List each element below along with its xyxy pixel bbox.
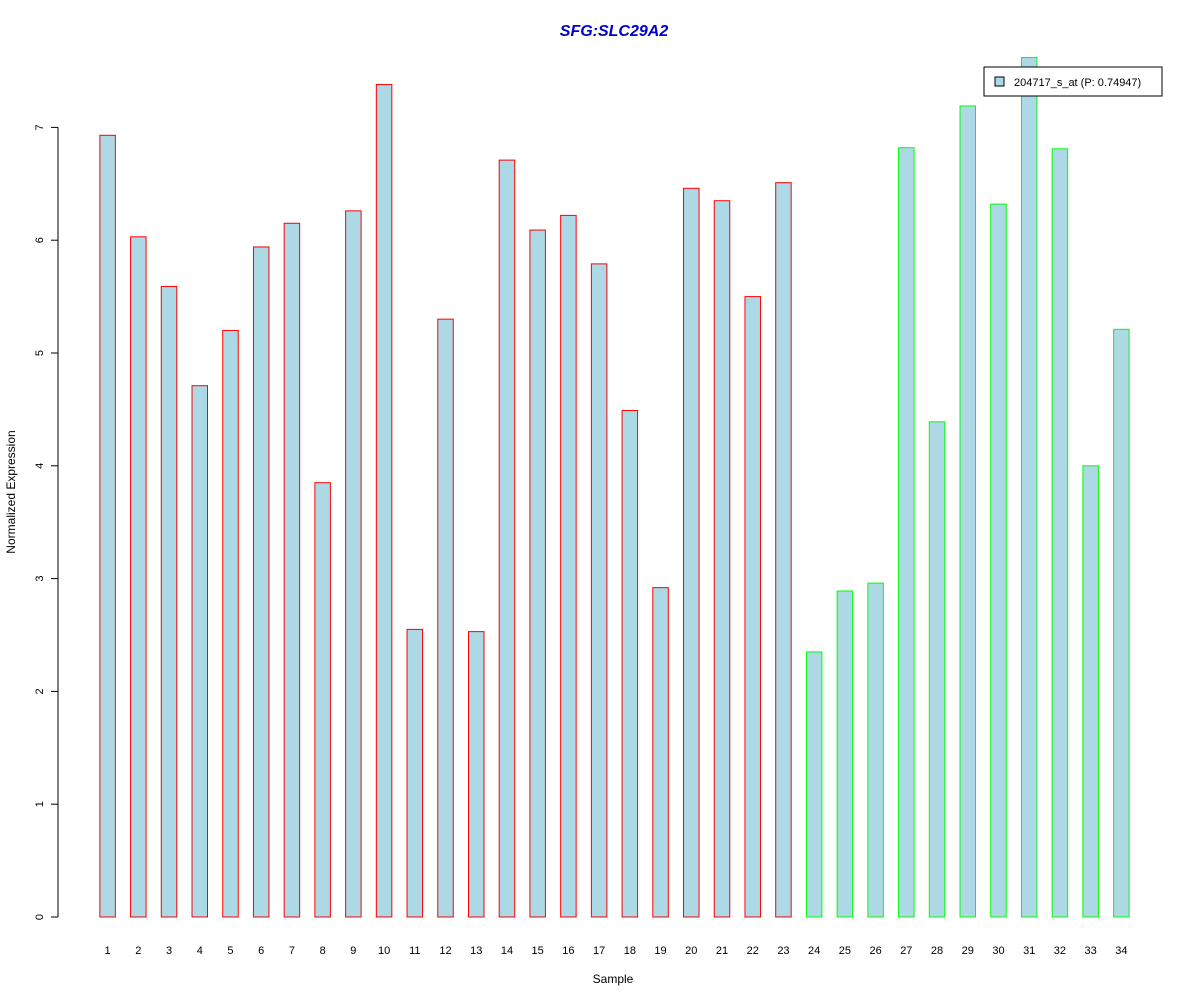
x-tick-label: 33 <box>1085 945 1097 957</box>
bar <box>283 222 301 918</box>
bar <box>1082 465 1099 918</box>
bar <box>805 651 823 918</box>
bar <box>775 182 792 918</box>
x-tick-label: 13 <box>470 945 482 957</box>
x-tick-label: 29 <box>962 945 974 957</box>
bar <box>222 329 239 918</box>
bar <box>867 582 884 918</box>
bar <box>498 159 516 918</box>
x-tick-label: 9 <box>350 945 356 957</box>
x-tick-label: 25 <box>839 945 851 957</box>
x-tick-label: 15 <box>532 945 544 957</box>
bar <box>437 318 454 918</box>
x-tick-label: 20 <box>685 945 697 957</box>
y-tick-label: 2 <box>34 688 46 694</box>
x-tick-label: 10 <box>378 945 390 957</box>
x-tick-label: 17 <box>593 945 605 957</box>
bar <box>467 631 485 918</box>
y-axis: 0 1 2 3 4 5 6 7 <box>34 124 59 920</box>
y-tick-label: 3 <box>34 576 46 582</box>
bar <box>1020 56 1038 918</box>
y-tick-label: 0 <box>34 914 46 920</box>
x-tick-label: 12 <box>439 945 451 957</box>
bar <box>713 200 731 918</box>
bar <box>345 210 362 918</box>
x-tick-label: 16 <box>562 945 574 957</box>
x-tick-label: 6 <box>258 945 264 957</box>
y-tick-label: 5 <box>34 350 46 356</box>
y-tick-label: 6 <box>34 237 46 243</box>
bar <box>252 246 270 918</box>
x-tick-label: 26 <box>869 945 881 957</box>
bar <box>529 229 546 918</box>
x-tick-label: 32 <box>1054 945 1066 957</box>
legend-swatch <box>994 76 1005 87</box>
bar <box>836 590 854 918</box>
bar <box>314 482 331 918</box>
x-tick-label: 28 <box>931 945 943 957</box>
bar <box>99 134 116 918</box>
x-axis-tick-labels: 1 2 3 4 5 6 7 8 9 10 11 12 13 14 15 16 17 18 19 20 21 22 23 24 2… <box>105 945 1128 957</box>
bar <box>990 203 1007 918</box>
bar <box>160 285 178 918</box>
bar <box>928 421 946 918</box>
x-tick-label: 22 <box>747 945 759 957</box>
x-tick-label: 18 <box>624 945 636 957</box>
x-tick-label: 5 <box>227 945 233 957</box>
x-tick-label: 31 <box>1023 945 1035 957</box>
bar <box>406 628 424 918</box>
x-tick-label: 19 <box>654 945 666 957</box>
x-tick-label: 4 <box>197 945 203 957</box>
bar <box>621 410 639 918</box>
x-tick-label: 8 <box>320 945 326 957</box>
bars <box>99 56 1130 918</box>
x-tick-label: 11 <box>409 945 420 957</box>
bar <box>683 187 700 918</box>
x-tick-label: 30 <box>992 945 1004 957</box>
x-tick-label: 3 <box>166 945 172 957</box>
y-tick-label: 4 <box>34 463 46 469</box>
x-tick-label: 24 <box>808 945 820 957</box>
chart-title: SFG:SLC29A2 <box>560 23 669 40</box>
bar <box>130 236 147 918</box>
x-tick-label: 21 <box>716 945 728 957</box>
x-tick-label: 7 <box>289 945 295 957</box>
bar <box>1051 148 1069 918</box>
y-axis-title: Normalized Expression <box>4 430 18 553</box>
x-tick-label: 1 <box>105 945 111 957</box>
x-tick-label: 34 <box>1115 945 1127 957</box>
x-axis-title: Sample <box>593 972 634 986</box>
bar <box>959 105 977 918</box>
bar <box>375 84 393 918</box>
legend: 204717_s_at (P: 0.74947) <box>983 66 1163 97</box>
bar <box>191 385 209 918</box>
bar <box>590 263 608 918</box>
bar <box>898 147 915 918</box>
x-tick-label: 2 <box>135 945 141 957</box>
x-tick-label: 23 <box>777 945 789 957</box>
bar <box>1113 328 1130 918</box>
bar <box>560 214 577 918</box>
bar <box>652 587 669 918</box>
x-tick-label: 14 <box>501 945 513 957</box>
legend-label: 204717_s_at (P: 0.74947) <box>1014 77 1141 89</box>
x-tick-label: 27 <box>900 945 912 957</box>
y-tick-label: 7 <box>34 124 46 130</box>
bar <box>744 296 761 918</box>
y-tick-label: 1 <box>34 801 46 807</box>
legend-box <box>983 66 1163 97</box>
